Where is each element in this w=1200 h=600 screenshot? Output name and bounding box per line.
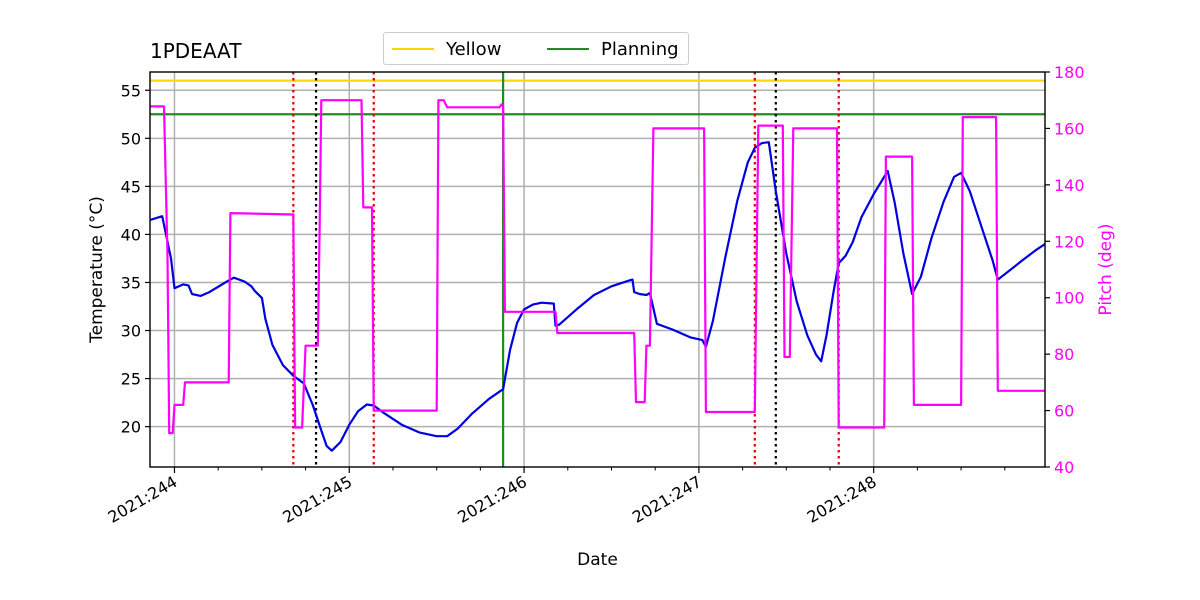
- y-right-tick-label: 100: [1054, 289, 1085, 308]
- legend-swatch-yellow: [392, 48, 434, 50]
- y-right-tick-label: 80: [1054, 345, 1074, 364]
- y-right-tick-label: 60: [1054, 402, 1074, 421]
- y-left-tick-label: 55: [121, 81, 141, 100]
- legend-item-planning: Planning: [547, 38, 679, 60]
- x-tick-label: 2021:246: [454, 472, 530, 527]
- y-left-tick-label: 40: [121, 225, 141, 244]
- y-left-tick-label: 35: [121, 273, 141, 292]
- y-left-tick-label: 45: [121, 177, 141, 196]
- pitch-series-line: [150, 99, 1045, 435]
- legend-label-yellow: Yellow: [446, 38, 502, 60]
- y-right-tick-label: 140: [1054, 176, 1085, 195]
- x-tick-label: 2021:245: [279, 472, 355, 527]
- y-right-tick-label: 40: [1054, 458, 1074, 477]
- y-right-tick-label: 120: [1054, 232, 1085, 251]
- x-tick-label: 2021:248: [804, 472, 880, 527]
- x-tick-label: 2021:244: [105, 472, 181, 527]
- x-tick-label: 2021:247: [629, 472, 705, 527]
- y-right-axis-label: Pitch (deg): [1096, 223, 1116, 315]
- legend-swatch-planning: [547, 48, 589, 50]
- legend: Yellow Planning: [383, 32, 689, 65]
- y-left-tick-label: 50: [121, 129, 141, 148]
- chart-title: 1PDEAAT: [150, 39, 242, 63]
- y-left-tick-label: 20: [121, 418, 141, 437]
- y-right-tick-label: 160: [1054, 119, 1085, 138]
- y-right-tick-label: 180: [1054, 63, 1085, 82]
- y-left-tick-label: 25: [121, 370, 141, 389]
- plot-frame: [149, 71, 1046, 468]
- legend-label-planning: Planning: [601, 38, 679, 60]
- x-axis-label: Date: [577, 550, 618, 570]
- y-left-tick-label: 30: [121, 322, 141, 341]
- temperature-series-line: [150, 141, 1045, 452]
- legend-item-yellow: Yellow: [392, 38, 501, 60]
- y-left-axis-label: Temperature (°C): [87, 196, 107, 344]
